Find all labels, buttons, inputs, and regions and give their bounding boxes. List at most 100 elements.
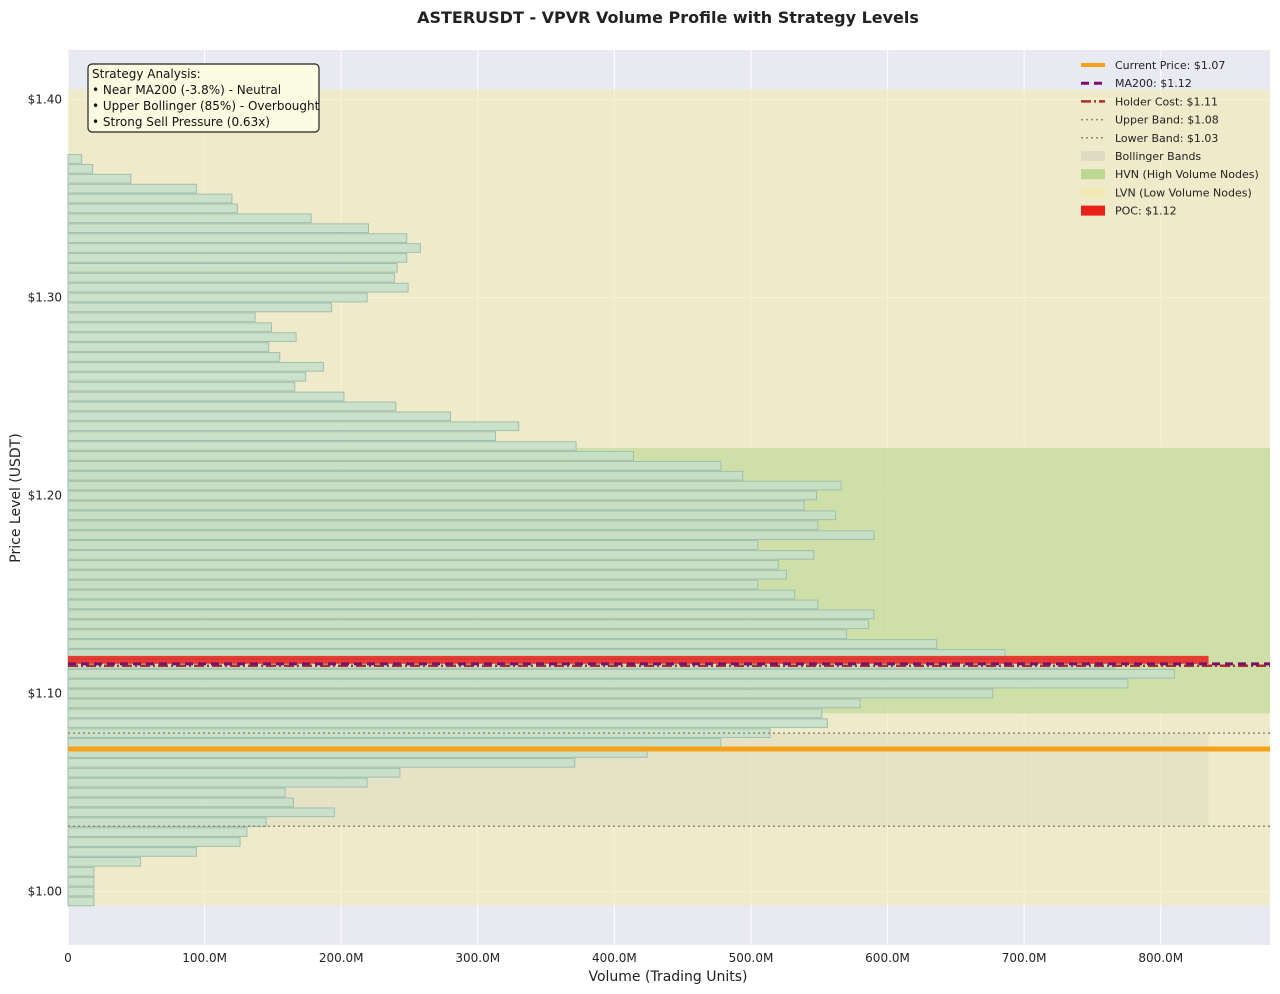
y-tick-label: $1.00: [28, 885, 62, 899]
plot-area: 0 100.0M 200.0M 300.0M 400.0M 500.0M 600.0M 700…: [28, 50, 1270, 965]
volume-bar: [67, 391, 345, 402]
volume-bar: [67, 460, 722, 471]
volume-bar: [67, 441, 577, 451]
volume-bar: [67, 203, 238, 214]
volume-bar: [67, 282, 409, 293]
volume-bar: [67, 718, 828, 729]
volume-bar: [67, 322, 273, 333]
volume-bar: [67, 668, 1175, 679]
volume-bar: [67, 530, 875, 540]
legend-ma200-label: MA200: $1.12: [1115, 77, 1192, 90]
volume-bar: [67, 163, 94, 174]
volume-bar: [67, 520, 819, 531]
volume-bar: [67, 589, 796, 600]
x-tick-label: 800.0M: [1138, 951, 1183, 965]
volume-bar: [67, 837, 241, 847]
volume-bar: [67, 678, 1129, 689]
volume-bar: [67, 223, 369, 234]
volume-bar: [67, 757, 576, 768]
y-axis-title: Price Level (USDT): [8, 433, 24, 562]
volume-bar: [67, 787, 286, 798]
volume-bar: [67, 817, 267, 828]
legend-bollinger-label: Bollinger Bands: [1115, 150, 1201, 163]
volume-bar: [67, 579, 759, 590]
legend-bollinger-swatch: [1081, 151, 1105, 161]
volume-bar: [67, 480, 842, 491]
volume-bar: [67, 421, 520, 432]
y-tick-label: $1.20: [28, 489, 62, 503]
volume-bar: [67, 619, 869, 630]
volume-bar: [67, 609, 875, 620]
x-tick-label: 500.0M: [729, 951, 774, 965]
x-tick-label: 100.0M: [182, 951, 227, 965]
legend-hvn-swatch: [1081, 169, 1105, 180]
annotation-box: [87, 63, 320, 133]
volume-bar: [67, 233, 408, 243]
volume-bar: [67, 886, 95, 897]
volume-bar: [67, 540, 759, 550]
volume-bar: [67, 361, 324, 372]
volume-bar: [67, 312, 256, 323]
volume-bar: [67, 559, 779, 570]
chart-title: ASTERUSDT - VPVR Volume Profile with Str…: [417, 8, 919, 27]
volume-bar: [67, 193, 233, 204]
volume-bar: [67, 213, 312, 224]
volume-bar: [67, 154, 83, 164]
volume-bar: [67, 797, 294, 808]
volume-bar: [67, 401, 397, 412]
volume-bar: [67, 856, 141, 867]
volume-bar: [67, 738, 722, 748]
volume-bar: [67, 431, 497, 441]
legend-upper-band-label: Upper Band: $1.08: [1115, 114, 1219, 127]
volume-bar: [67, 510, 837, 521]
annotation-line: • Strong Sell Pressure (0.63x): [92, 115, 270, 129]
volume-bar: [67, 342, 270, 352]
volume-bar: [67, 599, 819, 610]
legend-lower-band-label: Lower Band: $1.03: [1115, 132, 1218, 145]
volume-bar: [67, 827, 248, 837]
strategy-annotation: Strategy Analysis: • Near MA200 (-3.8%) -…: [87, 63, 320, 133]
volume-bar: [67, 876, 95, 887]
volume-bar: [67, 272, 395, 283]
legend-poc-label: POC: $1.12: [1115, 205, 1177, 218]
volume-bar: [67, 500, 805, 511]
volume-bar: [67, 550, 815, 560]
legend-hvn-label: HVN (High Volume Nodes): [1115, 168, 1259, 181]
y-tick-label: $1.40: [28, 93, 62, 107]
volume-bar: [67, 352, 281, 362]
x-tick-label: 0: [64, 951, 72, 965]
volume-bar: [67, 253, 408, 263]
legend: Current Price: $1.07 MA200: $1.12 Holder C…: [1081, 59, 1259, 218]
volume-bar: [67, 639, 938, 649]
volume-bar: [67, 767, 401, 778]
legend-holder-cost-label: Holder Cost: $1.11: [1115, 95, 1218, 108]
volume-bar: [67, 411, 451, 422]
x-tick-label: 400.0M: [592, 951, 637, 965]
legend-current-price-label: Current Price: $1.07: [1115, 59, 1225, 72]
volume-bar: [67, 896, 95, 907]
volume-bar: [67, 847, 197, 857]
x-tick-label: 600.0M: [865, 951, 910, 965]
volume-bar: [67, 262, 398, 273]
legend-poc-swatch: [1081, 205, 1105, 216]
x-axis-title: Volume (Trading Units): [588, 969, 747, 985]
volume-bar: [67, 371, 307, 382]
volume-bar: [67, 292, 368, 303]
volume-bar: [67, 866, 95, 877]
volume-bar: [67, 688, 994, 699]
annotation-line: • Upper Bollinger (85%) - Overbought: [92, 99, 320, 113]
y-tick-label: $1.30: [28, 291, 62, 305]
x-tick-label: 300.0M: [455, 951, 500, 965]
y-tick-label: $1.10: [28, 687, 62, 701]
volume-bar: [67, 183, 197, 194]
volume-bars: [67, 154, 1175, 907]
volume-bar: [67, 629, 848, 639]
volume-bar: [67, 173, 132, 184]
volume-bar: [67, 698, 861, 709]
volume-bar: [67, 777, 368, 788]
volume-bar: [67, 243, 421, 253]
poc-bar: [68, 655, 1209, 664]
x-tick-label: 700.0M: [1002, 951, 1047, 965]
